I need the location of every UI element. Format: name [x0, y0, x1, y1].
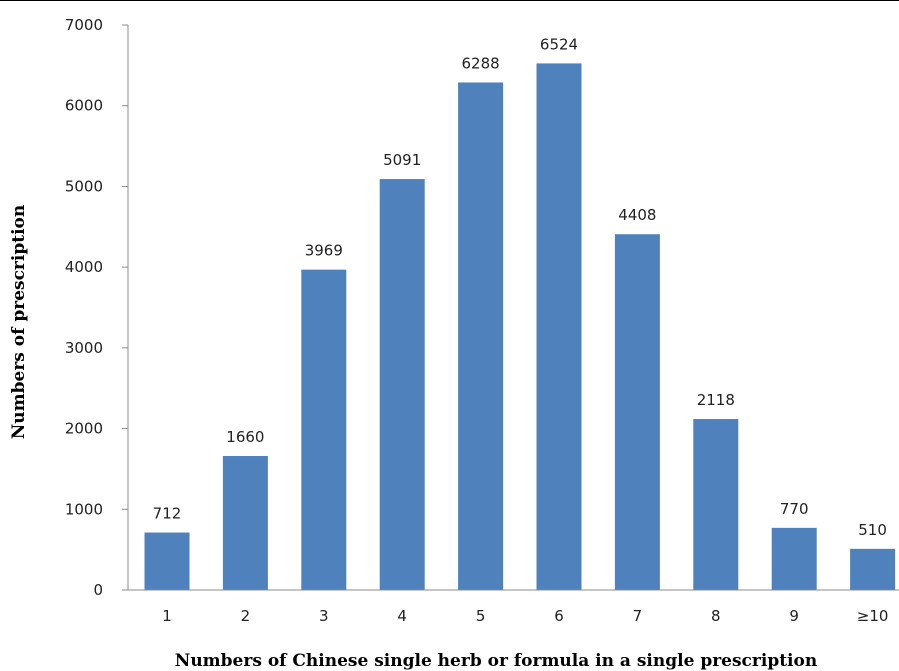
bar — [614, 234, 660, 590]
x-tick-label: 2 — [241, 607, 251, 625]
y-axis: 0 1000 2000 3000 4000 5000 6000 7000 — [65, 16, 129, 599]
bar-value-label: 3969 — [305, 242, 343, 260]
bar-value-label: 770 — [780, 500, 809, 518]
y-tick-label: 5000 — [65, 177, 103, 195]
bar — [301, 269, 347, 590]
y-tick-label: 0 — [93, 581, 103, 599]
x-tick-label: ≥10 — [857, 607, 889, 625]
bar — [693, 419, 739, 590]
bar-value-label: 510 — [858, 521, 887, 539]
bar — [850, 548, 896, 590]
bar — [144, 532, 190, 590]
x-tick-label: 7 — [633, 607, 643, 625]
bar — [222, 456, 268, 590]
x-tick-label: 8 — [711, 607, 721, 625]
y-tick-label: 6000 — [65, 97, 103, 115]
bar-value-label: 5091 — [383, 151, 421, 169]
y-tick-label: 3000 — [65, 339, 103, 357]
x-tick-label: 4 — [397, 607, 407, 625]
x-tick-label: 5 — [476, 607, 486, 625]
y-tick-label: 7000 — [65, 16, 103, 34]
bar-value-label: 2118 — [697, 391, 735, 409]
top-border-line — [0, 0, 899, 1]
x-tick-label: 9 — [789, 607, 799, 625]
bar — [536, 63, 582, 591]
bar-value-label: 4408 — [618, 206, 656, 224]
bar-value-label: 6288 — [462, 54, 500, 72]
x-tick-label: 1 — [162, 607, 172, 625]
bar — [379, 179, 425, 591]
x-tick-label: 3 — [319, 607, 329, 625]
y-axis-title: Numbers of prescription — [9, 205, 29, 440]
bar-value-label: 6524 — [540, 35, 578, 53]
y-tick-label: 2000 — [65, 420, 103, 438]
bar — [771, 527, 817, 590]
bar — [458, 82, 504, 591]
y-tick-label: 4000 — [65, 258, 103, 276]
x-axis-title: Numbers of Chinese single herb or formul… — [175, 651, 817, 671]
x-tick-label: 6 — [554, 607, 564, 625]
bars-group: 712 1660 3969 5091 6288 6524 4408 2118 770 510 — [144, 35, 896, 591]
bar-value-label: 1660 — [226, 428, 264, 446]
x-axis: 1 2 3 4 5 6 7 8 9 ≥10 — [128, 589, 899, 625]
y-tick-label: 1000 — [65, 500, 103, 518]
bar-value-label: 712 — [153, 505, 182, 523]
